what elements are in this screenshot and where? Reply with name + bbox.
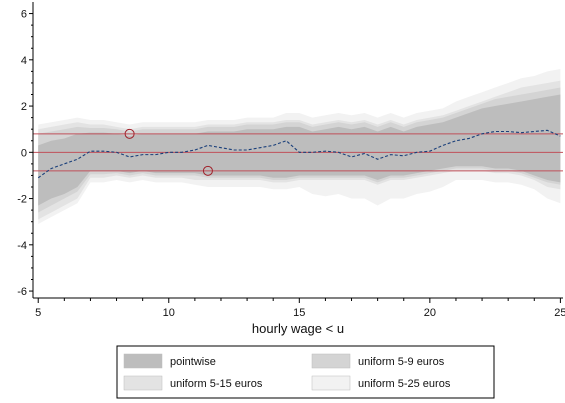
legend: pointwise uniform 5-9 euros uniform 5-15 e… — [116, 345, 495, 399]
legend-swatch-uniform-5-15-euros — [123, 375, 163, 391]
y-tick-label: 2 — [21, 101, 27, 113]
y-tick-label: 4 — [21, 55, 27, 67]
x-tick-label: 20 — [424, 307, 436, 319]
y-tick-label: 6 — [21, 9, 27, 21]
x-tick-label: 15 — [293, 307, 305, 319]
reference-lines — [33, 133, 563, 172]
legend-label-uniform-5-25-euros: uniform 5-25 euros — [358, 378, 451, 390]
x-tick-label: 5 — [35, 307, 41, 319]
markers — [124, 128, 213, 176]
y-tick-label: 0 — [21, 147, 27, 159]
x-axis-ticks: 5 10 15 20 25 — [35, 298, 565, 319]
y-tick-label: -4 — [17, 240, 27, 252]
marker-1 — [202, 165, 213, 176]
confidence-bands — [38, 69, 561, 224]
x-tick-label: 25 — [554, 307, 565, 319]
band-pointwise — [38, 94, 561, 206]
legend-box — [116, 345, 495, 399]
legend-swatch-pointwise — [123, 353, 163, 369]
estimate-line — [37, 129, 561, 179]
x-axis-title: hourly wage < u — [252, 321, 344, 336]
x-tick-label: 10 — [163, 307, 175, 319]
legend-label-uniform-5-9-euros: uniform 5-9 euros — [358, 356, 445, 368]
legend-swatch-uniform-5-25-euros — [311, 375, 351, 391]
y-tick-label: -6 — [17, 286, 27, 298]
y-tick-label: -2 — [17, 194, 27, 206]
y-axis-ticks: -6 -4 -2 0 2 4 6 — [17, 9, 33, 298]
estimate-line-group — [37, 129, 561, 179]
legend-label-uniform-5-15-euros: uniform 5-15 euros — [170, 378, 263, 390]
marker-0 — [124, 128, 135, 139]
legend-label-pointwise: pointwise — [170, 356, 216, 368]
legend-swatch-uniform-5-9-euros — [311, 353, 351, 369]
